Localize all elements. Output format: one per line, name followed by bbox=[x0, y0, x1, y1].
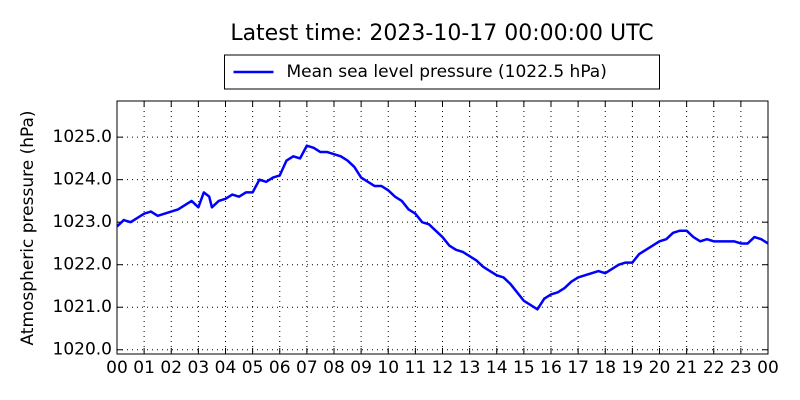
x-tick-label: 21 bbox=[676, 358, 698, 378]
x-tick-label: 14 bbox=[486, 358, 508, 378]
y-tick-label: 1020.0 bbox=[53, 340, 112, 360]
x-tick-label: 00 bbox=[106, 358, 128, 378]
x-tick-label: 02 bbox=[160, 358, 182, 378]
x-tick-label: 06 bbox=[269, 358, 291, 378]
x-tick-label: 17 bbox=[567, 358, 589, 378]
y-tick-label: 1024.0 bbox=[53, 170, 112, 190]
x-tick-label: 07 bbox=[296, 358, 318, 378]
x-tick-label: 13 bbox=[459, 358, 481, 378]
x-tick-label: 03 bbox=[188, 358, 210, 378]
x-tick-label: 09 bbox=[350, 358, 372, 378]
x-tick-label: 23 bbox=[730, 358, 752, 378]
data-line bbox=[116, 144, 769, 311]
x-tick-label: 10 bbox=[377, 358, 399, 378]
x-tick-label: 19 bbox=[622, 358, 644, 378]
x-tick-label: 04 bbox=[215, 358, 237, 378]
legend-box bbox=[224, 54, 660, 90]
x-tick-label: 22 bbox=[703, 358, 725, 378]
x-tick-label: 20 bbox=[649, 358, 671, 378]
y-tick-label: 1025.0 bbox=[53, 127, 112, 147]
x-tick-label: 11 bbox=[405, 358, 427, 378]
chart-title: Latest time: 2023-10-17 00:00:00 UTC bbox=[230, 21, 653, 46]
x-tick-label: 00 bbox=[757, 358, 779, 378]
x-tick-label: 18 bbox=[594, 358, 616, 378]
x-tick-label: 08 bbox=[323, 358, 345, 378]
y-tick-label: 1023.0 bbox=[53, 212, 112, 232]
legend-label: Mean sea level pressure (1022.5 hPa) bbox=[287, 62, 607, 82]
x-tick-label: 12 bbox=[432, 358, 454, 378]
x-tick-label: 05 bbox=[242, 358, 264, 378]
y-tick-label: 1021.0 bbox=[53, 297, 112, 317]
y-axis-label: Atmospheric pressure (hPa) bbox=[18, 110, 38, 345]
y-tick-label: 1022.0 bbox=[53, 255, 112, 275]
x-tick-label: 01 bbox=[133, 358, 155, 378]
x-tick-label: 15 bbox=[513, 358, 535, 378]
x-tick-label: 16 bbox=[540, 358, 562, 378]
